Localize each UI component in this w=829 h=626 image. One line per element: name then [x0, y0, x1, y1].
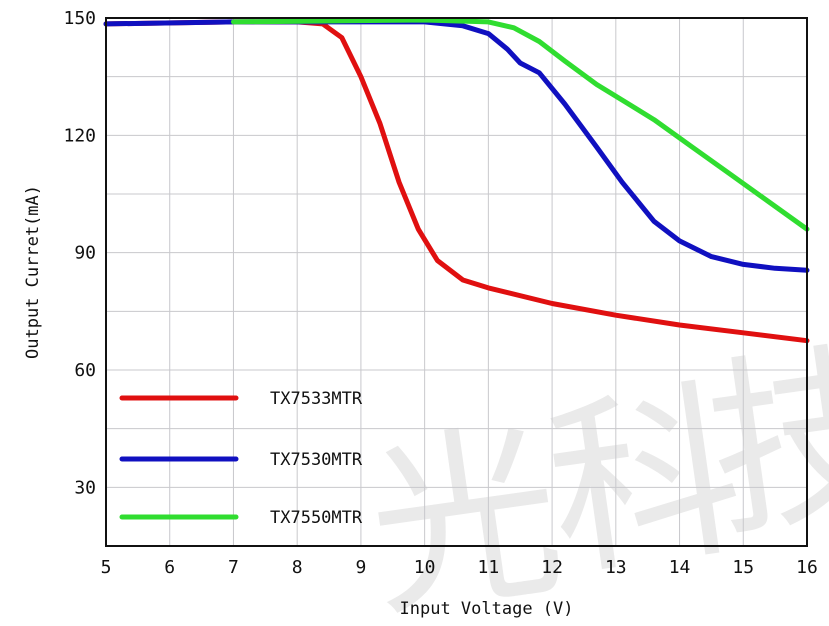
x-axis-label: Input Voltage (V): [400, 599, 574, 619]
y-tick-label: 90: [74, 243, 96, 264]
tick-labels: 5 6 7 8 9 10 11 12 13 14 15 16 30 60 90 120 150: [63, 8, 817, 578]
series-line-tx7533mtr: [103, 19, 810, 344]
legend-label: TX7530MTR: [270, 450, 363, 470]
x-tick-label: 12: [541, 557, 563, 578]
x-tick-label: 13: [605, 557, 627, 578]
svg-text:科: 科: [536, 359, 755, 604]
svg-text:光: 光: [356, 399, 575, 626]
x-tick-label: 5: [101, 557, 112, 578]
y-tick-label: 150: [63, 8, 96, 29]
y-tick-label: 120: [63, 125, 96, 146]
legend: TX7533MTR TX7530MTR TX7550MTR: [119, 389, 363, 528]
x-tick-label: 8: [292, 557, 303, 578]
y-axis-label: Output Curret(mA): [23, 185, 43, 359]
series-lines: [103, 17, 810, 344]
x-tick-label: 11: [478, 557, 500, 578]
legend-label: TX7533MTR: [270, 389, 363, 409]
legend-label: TX7550MTR: [270, 508, 363, 528]
x-tick-label: 14: [669, 557, 691, 578]
y-tick-label: 30: [74, 477, 96, 498]
y-tick-label: 60: [74, 360, 96, 381]
series-line-tx7550mtr: [231, 17, 810, 232]
x-tick-label: 10: [414, 557, 436, 578]
x-tick-label: 6: [164, 557, 175, 578]
plot-frame: [105, 17, 808, 547]
x-tick-label: 16: [796, 557, 818, 578]
x-tick-label: 7: [228, 557, 239, 578]
watermark: 光 科 技: [356, 319, 829, 626]
series-line-tx7530mtr: [103, 19, 810, 273]
x-tick-label: 15: [732, 557, 754, 578]
x-tick-label: 9: [355, 557, 366, 578]
